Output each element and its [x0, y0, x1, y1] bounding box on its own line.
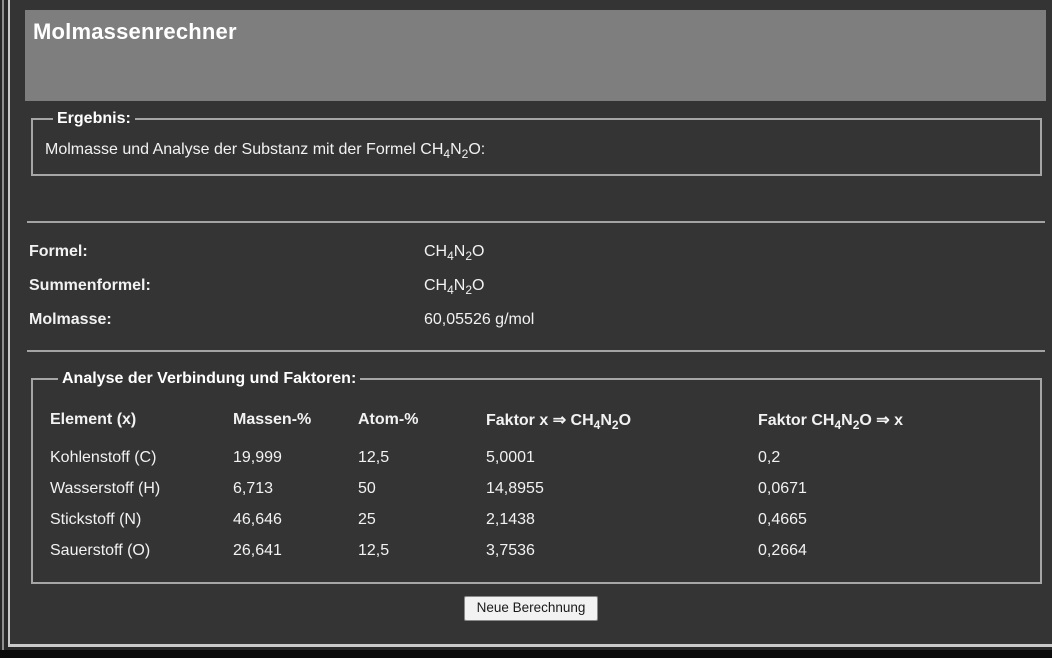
col-atom-pct: Atom-%	[358, 411, 419, 428]
summary-row-formel: Formel: CH4N2O	[10, 235, 1052, 269]
table-row-wasserstoff: Wasserstoff (H) 6,713 50 14,8955 0,0671	[50, 473, 1030, 504]
cell-element: Sauerstoff (O)	[50, 541, 151, 559]
cell-massen: 26,641	[233, 541, 282, 559]
cell-atom: 25	[358, 510, 376, 528]
cell-atom: 50	[358, 479, 376, 497]
summary-label: Formel:	[29, 243, 88, 260]
new-calculation-button[interactable]: Neue Berechnung	[463, 596, 599, 621]
analysis-header-row: Element (x) Massen-% Atom-% Faktor x ⇒ C…	[50, 405, 1030, 442]
col-faktor-formula-to-x: Faktor CH4N2O ⇒ x	[758, 412, 904, 433]
analysis-table: Element (x) Massen-% Atom-% Faktor x ⇒ C…	[50, 405, 1030, 566]
cell-faktor2: 0,0671	[758, 479, 807, 497]
result-legend: Ergebnis:	[57, 110, 131, 127]
cell-faktor1: 3,7536	[486, 541, 535, 559]
table-row-stickstoff: Stickstoff (N) 46,646 25 2,1438 0,4665	[50, 504, 1030, 535]
analysis-fieldset: Analyse der Verbindung und Faktoren: Ele…	[31, 370, 1042, 584]
col-faktor-x-to-formula: Faktor x ⇒ CH4N2O	[486, 412, 632, 433]
window-border-left	[2, 0, 4, 650]
cell-faktor2: 0,2664	[758, 541, 807, 559]
cell-faktor1: 14,8955	[486, 479, 544, 497]
cell-faktor1: 5,0001	[486, 448, 535, 466]
divider-bottom	[27, 350, 1045, 352]
cell-faktor2: 0,4665	[758, 510, 807, 528]
summary-value: CH4N2O	[424, 243, 485, 264]
cell-atom: 12,5	[358, 541, 390, 559]
summary-label: Summenformel:	[29, 277, 151, 294]
summary-label: Molmasse:	[29, 311, 112, 328]
cell-element: Wasserstoff (H)	[50, 479, 161, 497]
page-title: Molmassenrechner	[33, 19, 237, 44]
cell-atom: 12,5	[358, 448, 390, 466]
divider-top	[27, 221, 1045, 223]
cell-massen: 6,713	[233, 479, 274, 497]
app-window: Molmassenrechner Ergebnis: Molmasse und …	[8, 0, 1052, 647]
cell-massen: 46,646	[233, 510, 282, 528]
summary-value: 60,05526 g/mol	[424, 311, 535, 328]
result-text: Molmasse und Analyse der Substanz mit de…	[45, 141, 486, 162]
summary-value: CH4N2O	[424, 277, 485, 298]
app-header: Molmassenrechner	[25, 10, 1046, 101]
table-row-kohlenstoff: Kohlenstoff (C) 19,999 12,5 5,0001 0,2	[50, 442, 1030, 473]
summary-row-summenformel: Summenformel: CH4N2O	[10, 269, 1052, 303]
cell-element: Kohlenstoff (C)	[50, 448, 157, 466]
result-fieldset: Ergebnis: Molmasse und Analyse der Subst…	[31, 110, 1042, 176]
summary-row-molmasse: Molmasse: 60,05526 g/mol	[10, 303, 1052, 337]
window-edge-bottom	[0, 650, 1052, 658]
cell-faktor1: 2,1438	[486, 510, 535, 528]
summary-list: Formel: CH4N2O Summenformel: CH4N2O Molm…	[10, 235, 1052, 337]
cell-faktor2: 0,2	[758, 448, 781, 466]
col-element: Element (x)	[50, 411, 137, 428]
col-massen-pct: Massen-%	[233, 411, 312, 428]
button-row: Neue Berechnung	[10, 596, 1052, 621]
cell-massen: 19,999	[233, 448, 282, 466]
table-row-sauerstoff: Sauerstoff (O) 26,641 12,5 3,7536 0,2664	[50, 535, 1030, 566]
analysis-legend: Analyse der Verbindung und Faktoren:	[62, 370, 357, 387]
page-content: Molmassenrechner Ergebnis: Molmasse und …	[10, 0, 1052, 644]
cell-element: Stickstoff (N)	[50, 510, 142, 528]
